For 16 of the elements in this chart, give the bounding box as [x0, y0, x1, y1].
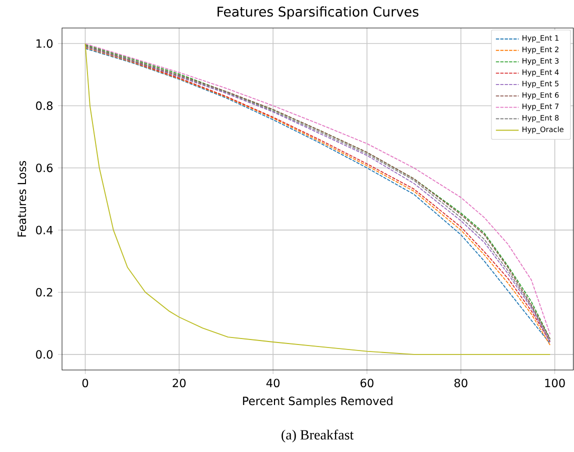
y-tick-label: 0.6: [36, 164, 53, 172]
text: (a) Breakfast: [282, 430, 354, 442]
y-tick-label: 0.0: [36, 350, 53, 359]
y-tick-label: 0.4: [36, 226, 53, 234]
x-tick-label: 60: [360, 378, 374, 388]
y-axis-title: Features Loss: [18, 160, 26, 236]
x-tick-label: 40: [266, 378, 280, 388]
y-tick-label: 1.0: [36, 39, 53, 48]
y-tick-label: 0.2: [36, 288, 52, 297]
x-axis-title: Percent Samples Removed: [243, 396, 392, 408]
chart-title: Features Sparsification Curves: [218, 6, 418, 20]
x-tick-label: 80: [454, 378, 468, 388]
x-tick-label: 20: [172, 378, 186, 388]
x-tick-label: 100: [545, 378, 565, 388]
x-tick-label: 0: [82, 378, 88, 388]
y-tick-label: 0.8: [36, 101, 53, 110]
